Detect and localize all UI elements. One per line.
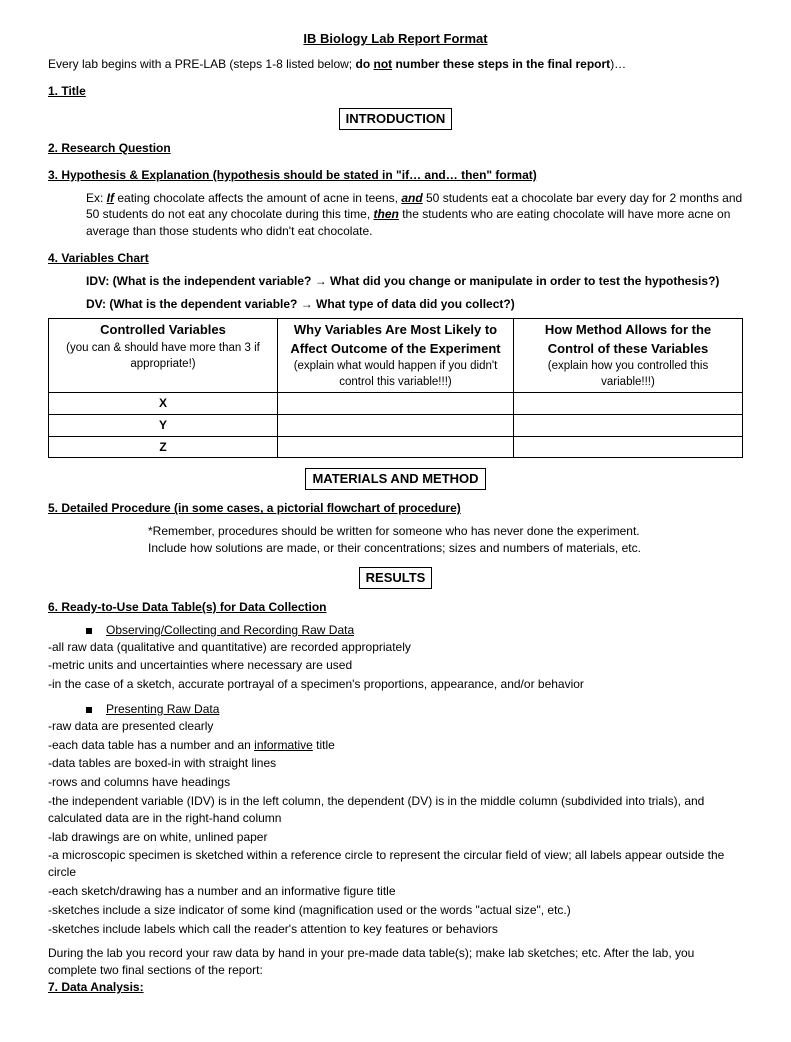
results-box-row: RESULTS: [48, 567, 743, 589]
s6b-item: -sketches include labels which call the …: [48, 921, 743, 938]
col2-head: Why Variables Are Most Likely to Affect …: [284, 321, 507, 357]
sub-b-head: Presenting Raw Data: [106, 702, 219, 716]
s6b-2a: -each data table has a number and an: [48, 738, 254, 752]
var-x: X: [49, 392, 278, 414]
section-1-title: 1. Title: [48, 83, 743, 100]
s6b-2c: title: [313, 738, 335, 752]
procedure-note1: *Remember, procedures should be written …: [148, 523, 743, 540]
variables-table: Controlled Variables (you can & should h…: [48, 318, 743, 458]
col2-sub: (explain what would happen if you didn't…: [284, 358, 507, 390]
s6b-item: -lab drawings are on white, unlined pape…: [48, 829, 743, 846]
col3-sub: (explain how you controlled this variabl…: [520, 358, 736, 390]
sub-a-row: Observing/Collecting and Recording Raw D…: [86, 622, 743, 639]
intro-prefix: Every lab begins with a PRE-LAB (steps 1…: [48, 57, 355, 71]
var-z: Z: [49, 436, 278, 458]
during-lab-line: During the lab you record your raw data …: [48, 945, 743, 979]
s6b-2b: informative: [254, 738, 313, 752]
ex-then: then: [374, 207, 399, 221]
square-bullet-icon: [86, 628, 92, 634]
s6b-item: -each data table has a number and an inf…: [48, 737, 743, 754]
dv-line: DV: (What is the dependent variable? → W…: [86, 296, 743, 313]
table-row: Y: [49, 414, 743, 436]
s6a-item: -all raw data (qualitative and quantitat…: [48, 639, 743, 656]
ex-and: and: [401, 191, 422, 205]
materials-box-row: MATERIALS AND METHOD: [48, 468, 743, 490]
intro-line: Every lab begins with a PRE-LAB (steps 1…: [48, 56, 743, 73]
s6b-item: -the independent variable (IDV) is in th…: [48, 793, 743, 827]
s6b-item: -data tables are boxed-in with straight …: [48, 755, 743, 772]
table-row: Z: [49, 436, 743, 458]
ex-lead: Ex:: [86, 191, 107, 205]
section-5-procedure: 5. Detailed Procedure (in some cases, a …: [48, 500, 743, 517]
sub-b-row: Presenting Raw Data: [86, 701, 743, 718]
table-header-row: Controlled Variables (you can & should h…: [49, 319, 743, 393]
section-7-data-analysis: 7. Data Analysis:: [48, 979, 743, 996]
s6a-item: -metric units and uncertainties where ne…: [48, 657, 743, 674]
s6b-item: -raw data are presented clearly: [48, 718, 743, 735]
intro-not: not: [373, 57, 392, 71]
table-row: X: [49, 392, 743, 414]
col3-head: How Method Allows for the Control of the…: [520, 321, 736, 357]
col1-head: Controlled Variables: [55, 321, 271, 339]
col1-sub: (you can & should have more than 3 if ap…: [55, 340, 271, 372]
square-bullet-icon: [86, 707, 92, 713]
intro-bold1: do: [355, 57, 373, 71]
results-box: RESULTS: [359, 567, 433, 589]
hypothesis-example: Ex: If eating chocolate affects the amou…: [86, 190, 743, 240]
introduction-box: INTRODUCTION: [339, 108, 453, 130]
var-y: Y: [49, 414, 278, 436]
s6b-item: -each sketch/drawing has a number and an…: [48, 883, 743, 900]
s6b-item: -a microscopic specimen is sketched with…: [48, 847, 743, 881]
document-title: IB Biology Lab Report Format: [48, 30, 743, 48]
intro-bold2: number these steps in the final report: [392, 57, 610, 71]
ex-if: If: [107, 191, 114, 205]
idv-line: IDV: (What is the independent variable? …: [86, 273, 743, 290]
section-3-hypothesis: 3. Hypothesis & Explanation (hypothesis …: [48, 167, 743, 184]
section-6-data-table: 6. Ready-to-Use Data Table(s) for Data C…: [48, 599, 743, 616]
sub-a-head: Observing/Collecting and Recording Raw D…: [106, 623, 354, 637]
section-2-research-question: 2. Research Question: [48, 140, 743, 157]
intro-suffix: )…: [610, 57, 626, 71]
ex-p1: eating chocolate affects the amount of a…: [114, 191, 401, 205]
s6b-item: -sketches include a size indicator of so…: [48, 902, 743, 919]
procedure-note2: Include how solutions are made, or their…: [148, 540, 743, 557]
intro-box-row: INTRODUCTION: [48, 108, 743, 130]
section-4-variables: 4. Variables Chart: [48, 250, 743, 267]
s6a-item: -in the case of a sketch, accurate portr…: [48, 676, 743, 693]
materials-method-box: MATERIALS AND METHOD: [305, 468, 485, 490]
s6b-item: -rows and columns have headings: [48, 774, 743, 791]
